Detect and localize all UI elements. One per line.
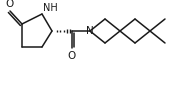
Text: O: O bbox=[6, 0, 14, 9]
Text: O: O bbox=[68, 51, 76, 61]
Text: N: N bbox=[86, 26, 94, 36]
Text: NH: NH bbox=[43, 3, 58, 13]
